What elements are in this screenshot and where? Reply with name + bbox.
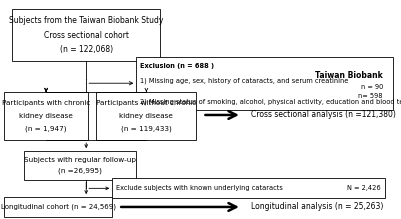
Text: kidney disease: kidney disease [19,113,73,119]
Bar [12,9,160,61]
Text: Taiwan Biobank: Taiwan Biobank [315,71,383,80]
Text: Exclusion (n = 688 ): Exclusion (n = 688 ) [140,63,215,69]
Bar [112,178,385,198]
Bar [136,57,393,110]
Bar [4,92,88,140]
Text: Exclude subjects with known underlying cataracts: Exclude subjects with known underlying c… [116,185,283,191]
Text: (n = 1,947): (n = 1,947) [25,126,67,132]
Text: (n =26,995): (n =26,995) [58,168,102,174]
Text: 2) Missing status of smoking, alcohol, physical activity, education and blood te: 2) Missing status of smoking, alcohol, p… [140,99,401,105]
Text: n= 598: n= 598 [358,93,383,99]
Text: Subjects with regular follow-up: Subjects with regular follow-up [24,157,136,163]
Text: Longitudinal analysis (n = 25,263): Longitudinal analysis (n = 25,263) [251,202,383,212]
Bar [4,197,112,217]
Text: N = 2,426: N = 2,426 [347,185,381,191]
Text: Participants with chronic: Participants with chronic [2,100,90,106]
Text: (n = 119,433): (n = 119,433) [121,126,172,132]
Bar [96,92,196,140]
Text: (n = 122,068): (n = 122,068) [60,45,113,54]
Text: Longitudinal cohort (n = 24,569): Longitudinal cohort (n = 24,569) [1,204,115,210]
Text: Participants without chronic: Participants without chronic [96,100,196,106]
Text: kidney disease: kidney disease [119,113,173,119]
Text: Subjects from the Taiwan Biobank Study: Subjects from the Taiwan Biobank Study [9,16,163,25]
Text: Cross sectional cohort: Cross sectional cohort [44,30,129,40]
Text: n = 90: n = 90 [360,84,383,90]
Bar [24,151,136,180]
Text: 1) Missing age, sex, history of cataracts, and serum creatinine: 1) Missing age, sex, history of cataract… [140,78,349,84]
Text: Cross sectional analysis (n =121,380): Cross sectional analysis (n =121,380) [251,110,395,120]
